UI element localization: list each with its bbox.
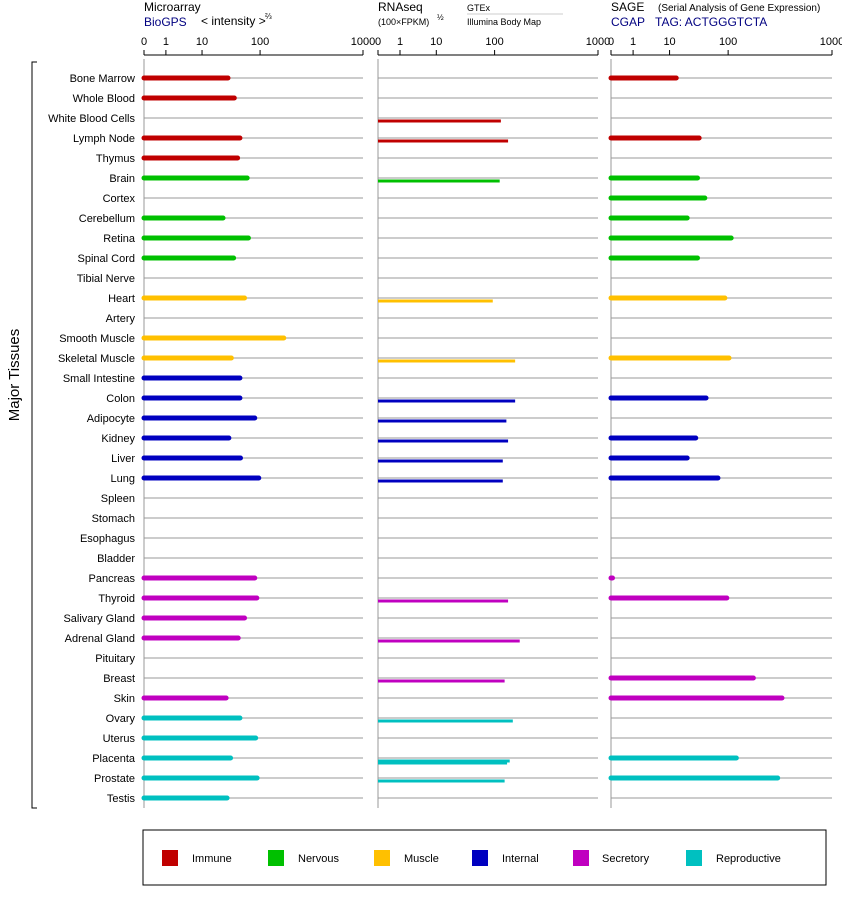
tick-label-rnaseq: 10: [430, 36, 442, 48]
tissue-label: Adrenal Gland: [65, 633, 135, 645]
sage-tag-label: TAG: ACTGGGTCTA: [655, 15, 767, 29]
tissue-label: Esophagus: [80, 533, 136, 545]
tissue-label: Adipocyte: [87, 413, 135, 425]
tissue-label: Bladder: [97, 553, 135, 565]
tissue-label: Prostate: [94, 773, 135, 785]
illumina-source: Illumina Body Map: [467, 17, 541, 27]
sage-title: SAGE: [611, 0, 644, 14]
tissue-label: Skeletal Muscle: [58, 353, 135, 365]
tick-label-microarray: 1: [163, 36, 169, 48]
tissue-label: Breast: [103, 673, 135, 685]
tick-label-microarray: 10: [196, 36, 208, 48]
tissue-label: Salivary Gland: [63, 613, 135, 625]
tick-label-sage: 100: [719, 36, 737, 48]
tissue-label: Pancreas: [89, 573, 136, 585]
tissue-label: Thymus: [96, 153, 136, 165]
legend-label-reproductive: Reproductive: [716, 853, 781, 865]
rnaseq-title: RNAseq: [378, 0, 423, 14]
tissue-label: Kidney: [101, 433, 135, 445]
tissue-label: Artery: [106, 313, 136, 325]
tissue-label: Tibial Nerve: [77, 273, 135, 285]
tick-label-microarray: 0: [141, 36, 147, 48]
biogps-source: BioGPS: [144, 15, 187, 29]
legend-swatch-immune: [162, 850, 178, 866]
sage-subtitle: (Serial Analysis of Gene Expression): [658, 3, 820, 14]
tick-label-rnaseq: 1: [397, 36, 403, 48]
tissue-label: Brain: [109, 173, 135, 185]
microarray-title: Microarray: [144, 0, 201, 14]
tissue-label: Placenta: [92, 753, 136, 765]
legend-swatch-muscle: [374, 850, 390, 866]
legend-label-nervous: Nervous: [298, 853, 339, 865]
legend-swatch-nervous: [268, 850, 284, 866]
cgap-source: CGAP: [611, 15, 645, 29]
rnaseq-unit-exponent: ½: [437, 13, 444, 22]
tissue-label: Testis: [107, 793, 136, 805]
microarray-unit: < intensity >: [201, 14, 266, 28]
microarray-unit-exponent: ⅔: [265, 12, 272, 21]
tick-label-rnaseq: 1000: [586, 36, 610, 48]
tissue-label: Ovary: [106, 713, 136, 725]
tissue-label: Retina: [103, 233, 136, 245]
tissue-label: Pituitary: [95, 653, 135, 665]
tissue-label: Heart: [108, 293, 135, 305]
legend-swatch-reproductive: [686, 850, 702, 866]
tick-label-rnaseq: 0: [375, 36, 381, 48]
tick-label-sage: 1: [630, 36, 636, 48]
legend-label-secretory: Secretory: [602, 853, 650, 865]
tick-label-microarray: 100: [251, 36, 269, 48]
tick-label-sage: 10: [663, 36, 675, 48]
tissue-label: Thyroid: [98, 593, 135, 605]
tissue-label: Skin: [114, 693, 135, 705]
tissue-label: Small Intestine: [63, 373, 135, 385]
tissue-label: Whole Blood: [73, 93, 135, 105]
gtex-source: GTEx: [467, 3, 491, 13]
tissue-label: Lymph Node: [73, 133, 135, 145]
rnaseq-unit: (100×FPKM): [378, 17, 429, 27]
tissue-label: Stomach: [92, 513, 135, 525]
tick-label-sage: 0: [608, 36, 614, 48]
tissue-label: Colon: [106, 393, 135, 405]
tissue-label: Spleen: [101, 493, 135, 505]
tissue-label: Bone Marrow: [70, 73, 135, 85]
y-axis-label: Major Tissues: [6, 329, 23, 422]
tissue-label: Uterus: [103, 733, 136, 745]
legend-label-immune: Immune: [192, 853, 232, 865]
tissue-label: Liver: [111, 453, 135, 465]
tick-label-microarray: 1000: [351, 36, 375, 48]
tissue-label: Cerebellum: [79, 213, 135, 225]
tissue-label: Smooth Muscle: [59, 333, 135, 345]
tick-label-sage: 1000: [820, 36, 842, 48]
legend-swatch-secretory: [573, 850, 589, 866]
tissue-label: Spinal Cord: [78, 253, 135, 265]
tissues-bracket: [31, 61, 37, 809]
tissue-label: Lung: [111, 473, 135, 485]
tissue-label: White Blood Cells: [48, 113, 135, 125]
legend-label-muscle: Muscle: [404, 853, 439, 865]
legend-swatch-internal: [472, 850, 488, 866]
legend-label-internal: Internal: [502, 853, 539, 865]
tick-label-rnaseq: 100: [485, 36, 503, 48]
tissue-label: Cortex: [103, 193, 136, 205]
